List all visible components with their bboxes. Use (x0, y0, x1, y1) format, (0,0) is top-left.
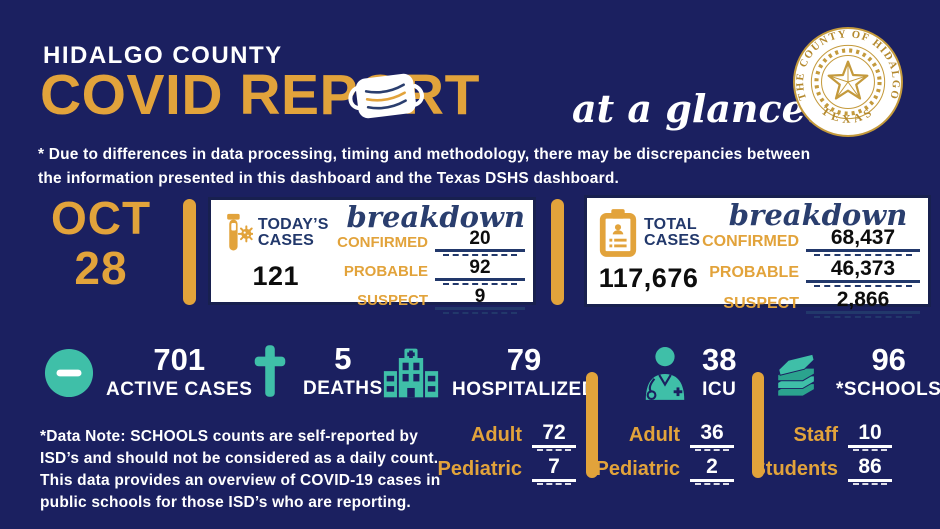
divider (586, 372, 598, 478)
data-note-line-4: public schools for those ISD’s who are r… (40, 494, 411, 511)
title-letter-o-wrap: O (348, 63, 425, 127)
data-note-line-1: *Data Note: SCHOOLS counts are self-repo… (40, 428, 419, 445)
sub-value: 7 (532, 456, 576, 485)
report-day: 28 (74, 241, 128, 294)
icu-breakdown: Adult 36 Pediatric 2 (596, 422, 734, 485)
breakdown-label: SUSPECT (357, 291, 428, 309)
breakdown-label: CONFIRMED (337, 233, 428, 251)
total-cases-card: TOTAL CASES 117,676 breakdown CONFIRMED … (584, 195, 931, 318)
title-part-3: RT (402, 63, 480, 127)
breakdown-row-confirmed: CONFIRMED 68,437 (702, 227, 920, 256)
icu-adult-row: Adult 36 (612, 422, 734, 451)
disclaimer-line-1: * Due to differences in data processing,… (38, 146, 811, 163)
disclaimer-line-2: the information presented in this dashbo… (38, 170, 620, 188)
card-label: TODAY’S CASES (257, 215, 329, 250)
breakdown-row-probable: PROBABLE 92 (332, 258, 525, 285)
divider (183, 199, 196, 305)
books-icon (777, 353, 815, 397)
breakdown-value: 2,866 (806, 289, 920, 318)
page-title: COVID REPO RT (40, 63, 480, 127)
sub-label: Adult (470, 424, 522, 446)
sub-label: Adult (628, 424, 680, 446)
sub-value: 36 (690, 422, 734, 451)
breakdown-value: 20 (435, 229, 525, 256)
card-label-line2: CASES (643, 232, 701, 249)
total-cases-total: 117,676 (598, 263, 699, 293)
breakdown-value: 46,373 (806, 258, 920, 287)
hospitalized-stat: 79 HOSPITALIZED (382, 344, 596, 401)
breakdown-label: CONFIRMED (702, 232, 799, 250)
breakdown-label: PROBABLE (709, 263, 799, 281)
breakdown-row-probable: PROBABLE 46,373 (702, 258, 920, 287)
schools-breakdown: Staff 10 Students 86 (752, 422, 892, 485)
sub-label: Students (752, 458, 838, 480)
report-date: OCT 28 (28, 192, 174, 294)
schools-label: *SCHOOLS (836, 379, 940, 400)
data-note: *Data Note: SCHOOLS counts are self-repo… (40, 426, 440, 514)
active-cases-value: 701 (153, 342, 206, 377)
doctor-icon (645, 346, 685, 400)
county-name: HIDALGO COUNTY (43, 42, 283, 69)
hospitalized-pediatric-row: Pediatric 7 (408, 456, 576, 485)
minus-circle-icon (44, 348, 94, 397)
data-note-line-3: This data provides an overview of COVID-… (40, 472, 441, 489)
schools-value: 96 (871, 342, 906, 377)
tagline: at a glance.. (572, 86, 833, 131)
schools-students-row: Students 86 (752, 456, 892, 485)
icu-label: ICU (702, 379, 737, 400)
breakdown-value: 92 (435, 258, 525, 285)
breakdown-row-suspect: SUSPECT 2,866 (702, 289, 920, 318)
sub-label: Staff (793, 424, 838, 446)
breakdown-value: 68,437 (806, 227, 920, 256)
title-part-2: O (358, 63, 403, 127)
report-month: OCT (50, 192, 152, 244)
deaths-value: 5 (334, 340, 352, 376)
sub-value: 2 (690, 456, 734, 485)
title-part-1: COVID REP (40, 63, 359, 127)
test-tube-virus-icon (226, 213, 253, 251)
clipboard-icon (599, 209, 637, 257)
breakdown-title: breakdown (728, 198, 908, 232)
hospitalized-breakdown: Adult 72 Pediatric 7 (408, 422, 576, 485)
card-label: TOTAL CASES (643, 215, 701, 250)
card-label-line1: TOTAL (643, 215, 697, 233)
todays-cases-card: TODAY’S CASES 121 breakdown CONFIRMED 20… (208, 197, 536, 314)
schools-staff-row: Staff 10 (764, 422, 892, 451)
sub-value: 72 (532, 422, 576, 451)
icu-stat: 38 ICU (640, 344, 736, 401)
cross-icon (254, 345, 286, 397)
card-label-line2: CASES (257, 232, 314, 249)
breakdown-label: PROBABLE (343, 262, 428, 280)
divider (551, 199, 564, 305)
hidalgo-county-seal: THE COUNTY OF HIDALGO TEXAS (793, 27, 903, 137)
deaths-stat: 5 DEATHS (249, 342, 383, 400)
sub-label: Pediatric (595, 458, 680, 480)
hospital-icon (383, 348, 439, 397)
schools-stat: 96 *SCHOOLS (770, 344, 940, 401)
sub-label: Pediatric (437, 458, 522, 480)
data-note-line-2: ISD’s and should not be considered as a … (40, 450, 439, 467)
breakdown-value: 9 (435, 287, 525, 314)
active-cases-stat: 701 ACTIVE CASES (44, 344, 252, 401)
deaths-label: DEATHS (303, 377, 383, 399)
todays-cases-total: 121 (252, 261, 299, 291)
icu-value: 38 (702, 342, 737, 377)
divider (752, 372, 764, 478)
breakdown-row-confirmed: CONFIRMED 20 (332, 229, 525, 256)
breakdown-row-suspect: SUSPECT 9 (332, 287, 525, 314)
card-label-line1: TODAY’S (257, 215, 329, 233)
disclaimer: * Due to differences in data processing,… (38, 143, 810, 191)
icu-pediatric-row: Pediatric 2 (596, 456, 734, 485)
breakdown-label: SUSPECT (723, 294, 799, 312)
active-cases-label: ACTIVE CASES (106, 379, 253, 400)
hospitalized-adult-row: Adult 72 (408, 422, 576, 451)
hospitalized-label: HOSPITALIZED (452, 379, 596, 400)
sub-value: 86 (848, 456, 892, 485)
sub-value: 10 (848, 422, 892, 451)
hospitalized-value: 79 (506, 342, 542, 377)
breakdown-title: breakdown (346, 200, 525, 234)
